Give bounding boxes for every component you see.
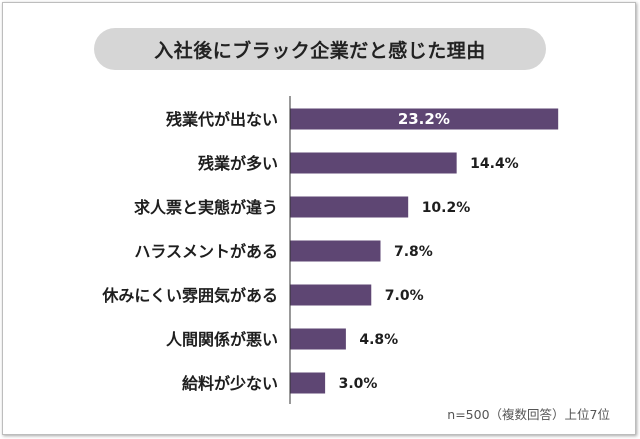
chart-frame bbox=[2, 2, 636, 435]
category-label: 残業代が出ない bbox=[166, 110, 278, 129]
chart-title: 入社後にブラック企業だと感じた理由 bbox=[94, 28, 546, 70]
category-label: 人間関係が悪い bbox=[166, 330, 278, 349]
category-label: ハラスメントがある bbox=[134, 242, 278, 261]
value-label: 23.2% bbox=[398, 110, 450, 128]
sample-note: n=500（複数回答）上位7位 bbox=[447, 407, 610, 422]
value-label: 4.8% bbox=[359, 332, 398, 348]
bar bbox=[290, 152, 457, 174]
bar bbox=[290, 284, 372, 306]
value-label: 10.2% bbox=[422, 200, 471, 216]
bar bbox=[290, 328, 346, 350]
category-label: 給料が少ない bbox=[182, 374, 278, 393]
bar bbox=[290, 240, 381, 262]
value-label: 14.4% bbox=[470, 156, 519, 172]
bar bbox=[290, 372, 326, 394]
value-label: 3.0% bbox=[339, 376, 378, 392]
category-label: 求人票と実態が違う bbox=[134, 198, 278, 217]
bar bbox=[290, 196, 409, 218]
bar bbox=[290, 108, 559, 130]
category-label: 休みにくい雰囲気がある bbox=[101, 286, 278, 305]
category-label: 残業が多い bbox=[198, 154, 278, 173]
value-label: 7.0% bbox=[385, 288, 424, 304]
value-label: 7.8% bbox=[394, 244, 433, 260]
